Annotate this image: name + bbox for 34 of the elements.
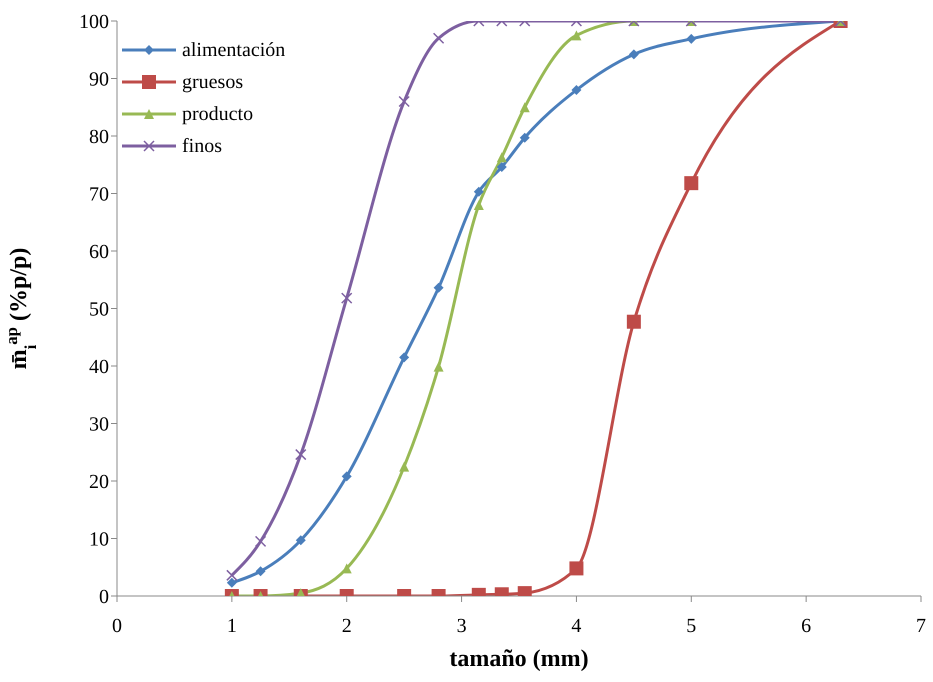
x-tick-label: 5 bbox=[686, 615, 696, 638]
y-tick-label: 10 bbox=[89, 528, 109, 551]
x-tick-label: 6 bbox=[801, 615, 812, 638]
y-tick-label: 90 bbox=[89, 68, 109, 91]
point bbox=[684, 176, 698, 190]
y-tick-label: 30 bbox=[89, 414, 109, 436]
point bbox=[496, 162, 507, 172]
point bbox=[434, 282, 444, 293]
point bbox=[626, 314, 641, 329]
y-tick-label: 100 bbox=[79, 11, 109, 34]
point bbox=[399, 352, 410, 362]
legend-label: producto bbox=[182, 102, 254, 126]
legend-label: gruesos bbox=[182, 70, 244, 94]
point bbox=[474, 186, 484, 197]
point bbox=[434, 362, 444, 372]
y-tick-label: 70 bbox=[89, 184, 109, 206]
x-tick-label: 3 bbox=[456, 615, 467, 638]
x-tick-label: 4 bbox=[571, 615, 582, 638]
legend-label: finos bbox=[182, 134, 222, 158]
y-tick-label: 20 bbox=[89, 471, 109, 494]
x-axis-title: tamaño (mm) bbox=[449, 646, 589, 672]
point bbox=[474, 200, 484, 210]
legend-label: alimentación bbox=[182, 38, 286, 62]
y-tick-label: 50 bbox=[89, 298, 109, 321]
y-tick-label: 0 bbox=[99, 586, 109, 608]
point bbox=[496, 152, 507, 162]
x-tick-label: 1 bbox=[226, 615, 237, 638]
y-tick-label: 80 bbox=[89, 126, 109, 148]
y-tick-label: 60 bbox=[89, 241, 109, 264]
x-tick-label: 7 bbox=[916, 615, 926, 638]
y-tick-label: 40 bbox=[89, 356, 109, 378]
point bbox=[520, 132, 530, 143]
x-tick-label: 2 bbox=[342, 615, 352, 638]
point bbox=[340, 292, 352, 304]
